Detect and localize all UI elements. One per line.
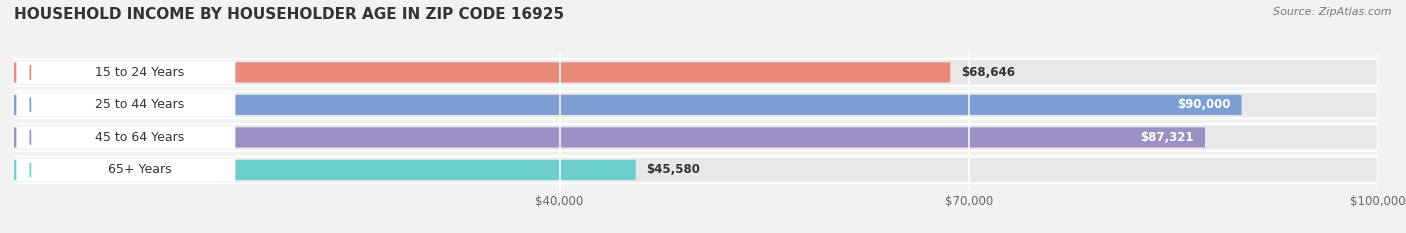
- Text: 65+ Years: 65+ Years: [108, 163, 172, 176]
- Text: $45,580: $45,580: [647, 163, 700, 176]
- Text: $90,000: $90,000: [1177, 98, 1230, 111]
- Text: 45 to 64 Years: 45 to 64 Years: [96, 131, 184, 144]
- FancyBboxPatch shape: [14, 92, 1378, 118]
- Text: HOUSEHOLD INCOME BY HOUSEHOLDER AGE IN ZIP CODE 16925: HOUSEHOLD INCOME BY HOUSEHOLDER AGE IN Z…: [14, 7, 564, 22]
- Text: 15 to 24 Years: 15 to 24 Years: [96, 66, 184, 79]
- FancyBboxPatch shape: [14, 59, 1378, 86]
- FancyBboxPatch shape: [14, 160, 636, 180]
- Text: 25 to 44 Years: 25 to 44 Years: [96, 98, 184, 111]
- FancyBboxPatch shape: [14, 95, 1241, 115]
- Text: Source: ZipAtlas.com: Source: ZipAtlas.com: [1274, 7, 1392, 17]
- FancyBboxPatch shape: [14, 62, 950, 82]
- FancyBboxPatch shape: [14, 127, 1205, 147]
- FancyBboxPatch shape: [14, 124, 1378, 151]
- FancyBboxPatch shape: [17, 94, 235, 116]
- FancyBboxPatch shape: [17, 126, 235, 149]
- Text: $68,646: $68,646: [962, 66, 1015, 79]
- FancyBboxPatch shape: [17, 61, 235, 84]
- FancyBboxPatch shape: [14, 157, 1378, 183]
- FancyBboxPatch shape: [17, 159, 235, 181]
- Text: $87,321: $87,321: [1140, 131, 1194, 144]
